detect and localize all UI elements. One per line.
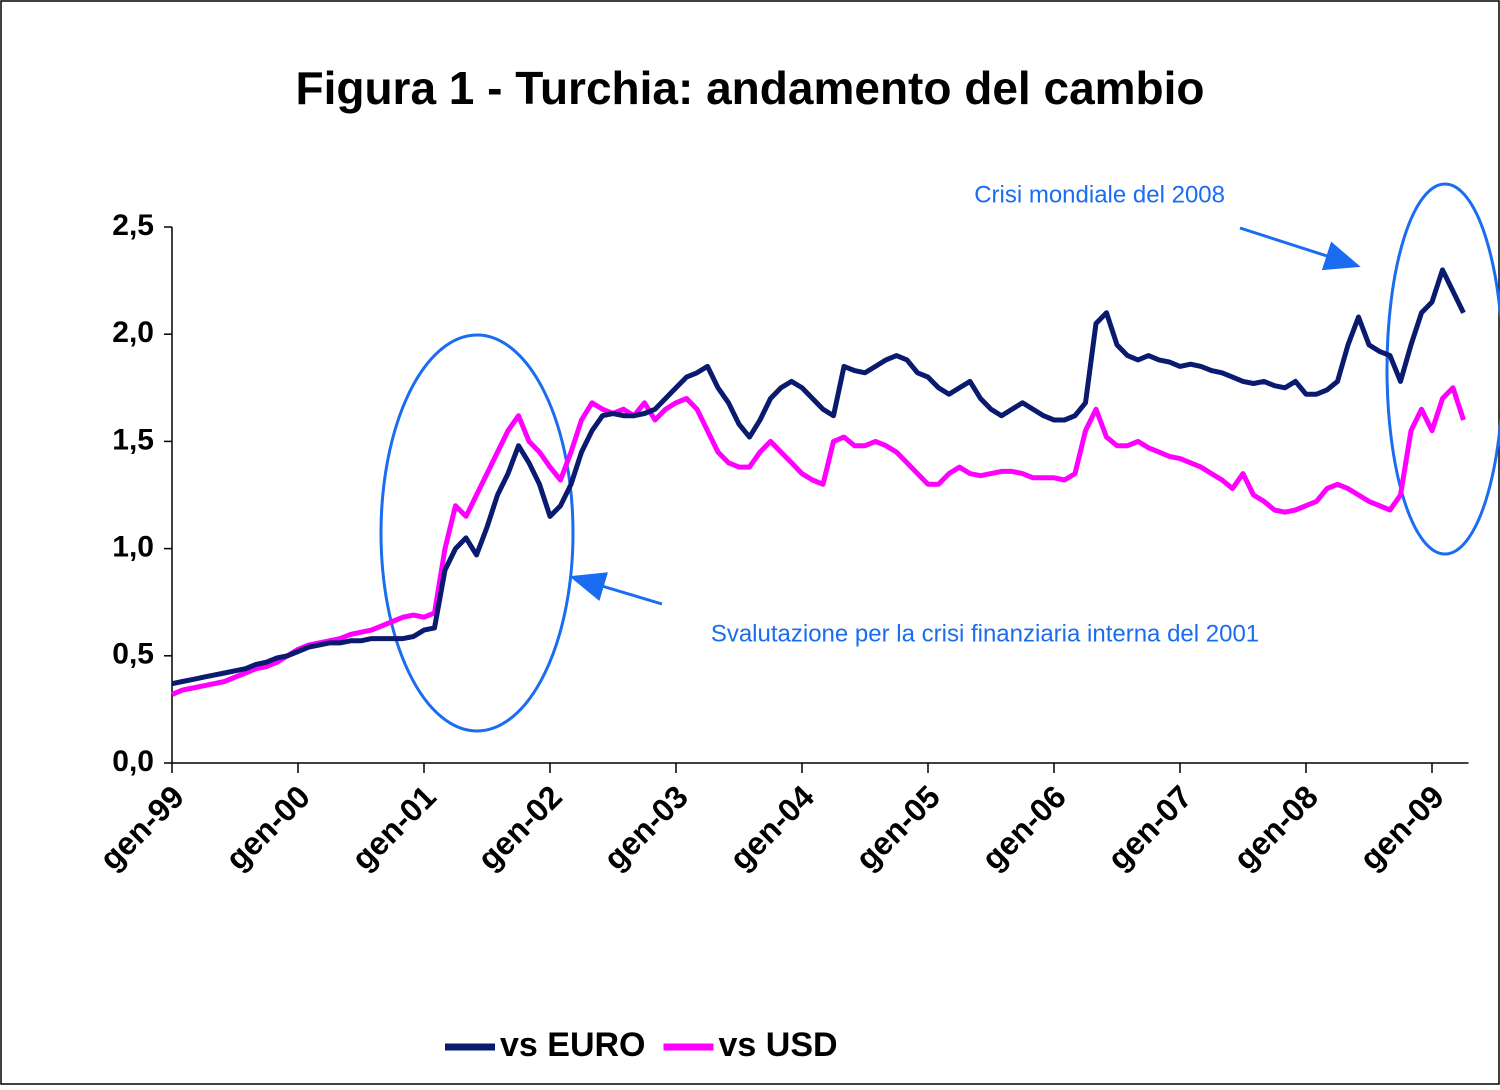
arrow: [1239, 226, 1361, 271]
legend-label: vs EURO: [500, 1026, 646, 1064]
annotation: Svalutazione per la crisi finanziaria in…: [711, 620, 1259, 647]
y-tick-label: 2,0: [112, 316, 154, 349]
series-line: [171, 267, 1466, 687]
y-tick-label: 0,5: [112, 638, 154, 671]
series-line: [171, 385, 1466, 697]
highlight-ellipse: [1385, 182, 1500, 556]
y-tick-label: 1,5: [112, 423, 154, 456]
legend-label: vs USD: [719, 1026, 838, 1064]
annotation: Crisi mondiale del 2008: [974, 181, 1225, 208]
highlight-ellipse: [379, 333, 575, 733]
chart-title: Figura 1 - Turchia: andamento del cambio: [295, 62, 1204, 114]
y-tick-label: 0,0: [112, 745, 154, 778]
y-tick-label: 2,5: [112, 209, 154, 242]
y-tick-label: 1,0: [112, 531, 154, 564]
arrow: [569, 572, 663, 606]
